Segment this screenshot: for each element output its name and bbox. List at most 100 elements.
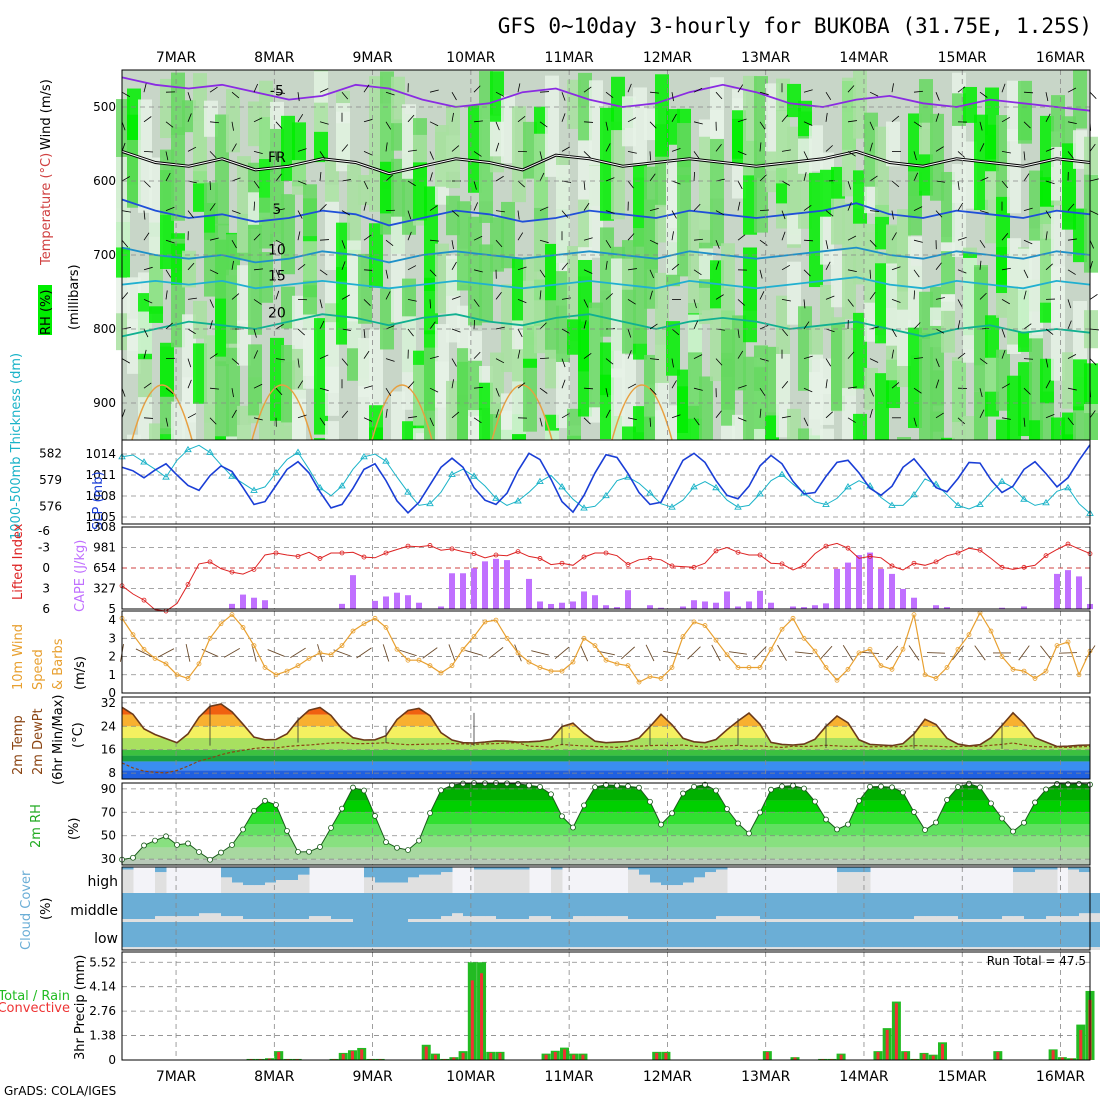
- rh-cell: [149, 423, 163, 440]
- wind-barb: [583, 417, 591, 425]
- wind-barb: [891, 83, 894, 93]
- wind-barb: [715, 240, 720, 249]
- cloud-cell-clear: [837, 872, 849, 893]
- cape-bar: [944, 607, 950, 609]
- rh-cell: [820, 358, 834, 395]
- wind-barb: [363, 234, 372, 241]
- wind-barb: [737, 234, 746, 241]
- cloud-cell-clear: [1024, 872, 1036, 893]
- wind-barb: [1023, 417, 1026, 427]
- thickness-marker: [404, 488, 412, 495]
- pressure-tick: 900: [93, 396, 116, 410]
- wind-barb: [1089, 91, 1097, 99]
- wind-barb: [605, 409, 611, 418]
- wind-marker: [823, 665, 829, 670]
- temp-band: [122, 738, 1090, 750]
- cloud-cell-clear: [815, 919, 827, 922]
- wind-marker: [867, 646, 873, 652]
- cloud-cell-clear: [210, 947, 222, 950]
- wind-barb: [715, 261, 720, 270]
- li-marker: [493, 552, 499, 558]
- wind-barb: [517, 382, 526, 389]
- cloud-cell: [694, 893, 706, 920]
- wind-barb: [407, 299, 417, 302]
- wind-marker: [207, 635, 213, 641]
- cloud-cell: [375, 922, 387, 948]
- wind-barb: [891, 266, 901, 271]
- rh2m-label: 2m RH: [29, 804, 44, 848]
- thickness-marker: [976, 500, 984, 507]
- cloud-cell-clear: [408, 947, 420, 950]
- cloud-cell-clear: [265, 882, 277, 893]
- wind-marker: [801, 635, 807, 641]
- t2m-label: (6hr Min/Max): [51, 695, 66, 785]
- wind-barb: [649, 151, 652, 161]
- cloud-cell-clear: [639, 874, 651, 893]
- rh-cell: [204, 100, 218, 137]
- rh-marker: [438, 787, 444, 794]
- cloud-cell: [969, 922, 981, 948]
- wind-barb: [671, 147, 681, 152]
- wind-barb: [231, 143, 237, 152]
- wind-barb: [473, 269, 483, 273]
- wind-barb: [209, 237, 219, 241]
- precip-conv-bar: [1051, 1050, 1055, 1060]
- cloud-cell: [507, 922, 519, 948]
- wind-marker: [493, 617, 499, 623]
- cloud-cell: [331, 922, 343, 948]
- cape-bar: [548, 603, 554, 609]
- rh-cell: [303, 314, 317, 389]
- cloud-cell-clear: [672, 885, 684, 893]
- wind-barb: [693, 121, 703, 125]
- wind-barb: [209, 299, 215, 308]
- cape-bar: [933, 605, 939, 609]
- cloud-cell-clear: [947, 916, 959, 922]
- rh-cell: [490, 352, 504, 415]
- cloud-cell-clear: [309, 947, 321, 950]
- wind-barb: [143, 299, 153, 304]
- rh-band: [122, 800, 1090, 813]
- warm-contour: [371, 384, 433, 441]
- rh-cell: [226, 89, 240, 153]
- wind-barb: [1045, 328, 1054, 335]
- cloud-cell-clear: [661, 947, 673, 950]
- wind-barb: [1001, 83, 1006, 93]
- wind-barb: [759, 408, 762, 418]
- cape-bar: [526, 578, 532, 609]
- cloud-cell-clear: [694, 947, 706, 950]
- wind-barb: [165, 322, 173, 330]
- rh-cell: [490, 115, 504, 157]
- cloud-cell-clear: [507, 869, 519, 893]
- cape-bar: [251, 597, 257, 609]
- cloud-cell: [705, 922, 717, 948]
- wind-barb: [473, 85, 481, 93]
- cape-bar: [394, 592, 400, 609]
- wind-barb: [539, 417, 543, 427]
- wind-barb: [165, 206, 175, 211]
- rh-cell: [336, 111, 350, 172]
- rh-cell: [325, 184, 339, 271]
- cloud-cell: [1013, 893, 1025, 917]
- rh-cell: [633, 163, 647, 247]
- cloud-cell: [276, 893, 288, 920]
- rh-cell: [160, 149, 174, 216]
- rh-cell: [1084, 413, 1098, 440]
- wind-barb: [1089, 210, 1099, 215]
- rh-marker: [207, 856, 213, 863]
- cloud-cell: [551, 867, 563, 870]
- cloud-cell-clear: [529, 947, 541, 950]
- cloud-cell-clear: [474, 916, 486, 922]
- thickness-marker: [360, 452, 368, 460]
- wind-marker: [757, 665, 763, 670]
- cloud-cell-clear: [276, 919, 288, 922]
- wind-barb: [539, 357, 550, 359]
- wind-marker: [482, 619, 488, 625]
- rh-marker: [757, 809, 763, 816]
- cloud-cell-clear: [430, 874, 442, 893]
- wind-barb: [319, 88, 329, 93]
- li-marker: [449, 546, 455, 552]
- wind-barb: [539, 206, 549, 211]
- rh-marker: [1032, 799, 1038, 806]
- wind-barb: [473, 120, 483, 123]
- cloud-cell-clear: [254, 885, 266, 893]
